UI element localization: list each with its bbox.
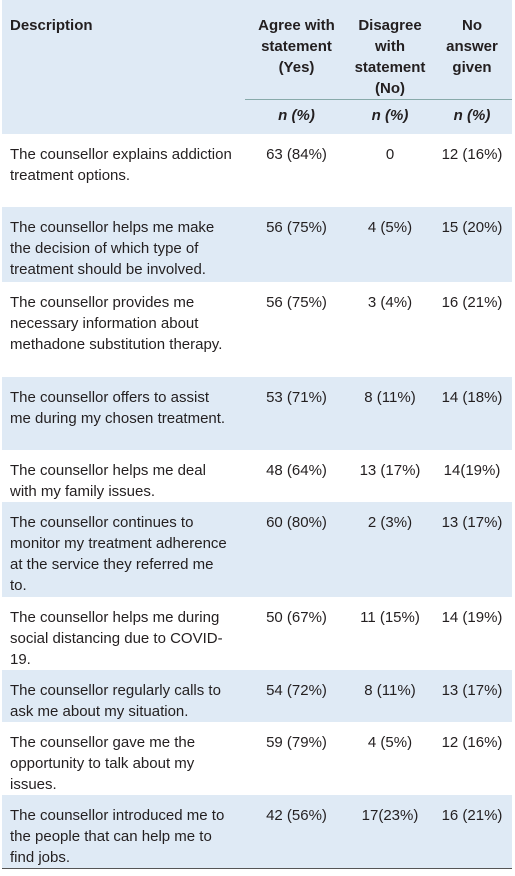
subheader-cell: n (%)	[348, 99, 432, 134]
value-cell: 3 (4%)	[367, 293, 413, 311]
value-cell: 8 (11%)	[348, 376, 432, 450]
header-cell: No answer given	[432, 0, 512, 100]
value-cell: 8 (11%)	[348, 669, 432, 722]
header-cell: Agree with statement (Yes)	[245, 0, 348, 100]
value-cell: 13 (17%)	[359, 461, 421, 479]
value-cell: 0	[385, 145, 395, 163]
table-row: The counsellor helps me deal with my fam…	[2, 450, 512, 502]
value-cell: 56 (75%)	[266, 293, 327, 311]
table-row: The counsellor introduced me to the peop…	[2, 794, 512, 869]
value-cell: 60 (80%)	[245, 501, 348, 597]
value-cell: 15 (20%)	[432, 206, 512, 282]
table-row: The counsellor gave me the opportunity t…	[2, 722, 512, 795]
header-cell: Description	[2, 0, 245, 100]
value-cell: 14(19%)	[443, 461, 501, 479]
table-row: The counsellor provides me necessary inf…	[2, 282, 512, 377]
description-cell: The counsellor introduced me to the peop…	[2, 794, 245, 869]
value-cell: 48 (64%)	[266, 461, 327, 479]
value-cell: 4 (5%)	[367, 733, 413, 751]
description-cell: The counsellor gave me the opportunity t…	[10, 733, 196, 793]
value-cell: 16 (21%)	[432, 794, 512, 869]
value-cell: 14 (18%)	[432, 376, 512, 450]
table-row: The counsellor helps me make the decisio…	[2, 206, 512, 282]
value-cell: 16 (21%)	[441, 293, 503, 311]
table-head: Description Agree with statement (Yes) D…	[2, 0, 512, 134]
value-cell: 59 (79%)	[266, 733, 327, 751]
description-cell: The counsellor explains addiction treatm…	[10, 145, 232, 184]
value-cell: 14 (19%)	[441, 608, 503, 626]
value-cell: 17(23%)	[348, 794, 432, 869]
table-row: The counsellor helps me during social di…	[2, 597, 512, 670]
value-cell: 54 (72%)	[245, 669, 348, 722]
table-row: The counsellor continues to monitor my t…	[2, 501, 512, 597]
description-cell: The counsellor offers to assist me durin…	[2, 376, 245, 450]
header-cell: Disagree with statement (No)	[348, 0, 432, 100]
description-cell: The counsellor helps me during social di…	[10, 608, 223, 668]
value-cell: 4 (5%)	[348, 206, 432, 282]
value-cell: 63 (84%)	[266, 145, 327, 163]
value-cell: 11 (15%)	[360, 608, 420, 626]
description-cell: The counsellor provides me necessary inf…	[10, 293, 223, 353]
description-cell: The counsellor regularly calls to ask me…	[2, 669, 245, 722]
description-cell: The counsellor continues to monitor my t…	[2, 501, 245, 597]
description-cell: The counsellor helps me deal with my fam…	[10, 461, 206, 500]
value-cell: 50 (67%)	[266, 608, 327, 626]
blank-cell	[2, 99, 245, 134]
value-cell: 2 (3%)	[348, 501, 432, 597]
value-cell: 13 (17%)	[432, 501, 512, 597]
table-row: The counsellor regularly calls to ask me…	[2, 669, 512, 722]
table-row: The counsellor offers to assist me durin…	[2, 376, 512, 450]
value-cell: 56 (75%)	[245, 206, 348, 282]
subheader-cell: n (%)	[432, 99, 512, 134]
value-cell: 53 (71%)	[245, 376, 348, 450]
value-cell: 13 (17%)	[432, 669, 512, 722]
table-row: The counsellor explains addiction treatm…	[2, 134, 512, 207]
description-cell: The counsellor helps me make the decisio…	[2, 206, 245, 282]
value-cell: 12 (16%)	[441, 733, 503, 751]
value-cell: 12 (16%)	[441, 145, 503, 163]
table-body: The counsellor explains addiction treatm…	[2, 134, 512, 869]
value-cell: 42 (56%)	[245, 794, 348, 869]
subheader-cell: n (%)	[245, 99, 348, 134]
